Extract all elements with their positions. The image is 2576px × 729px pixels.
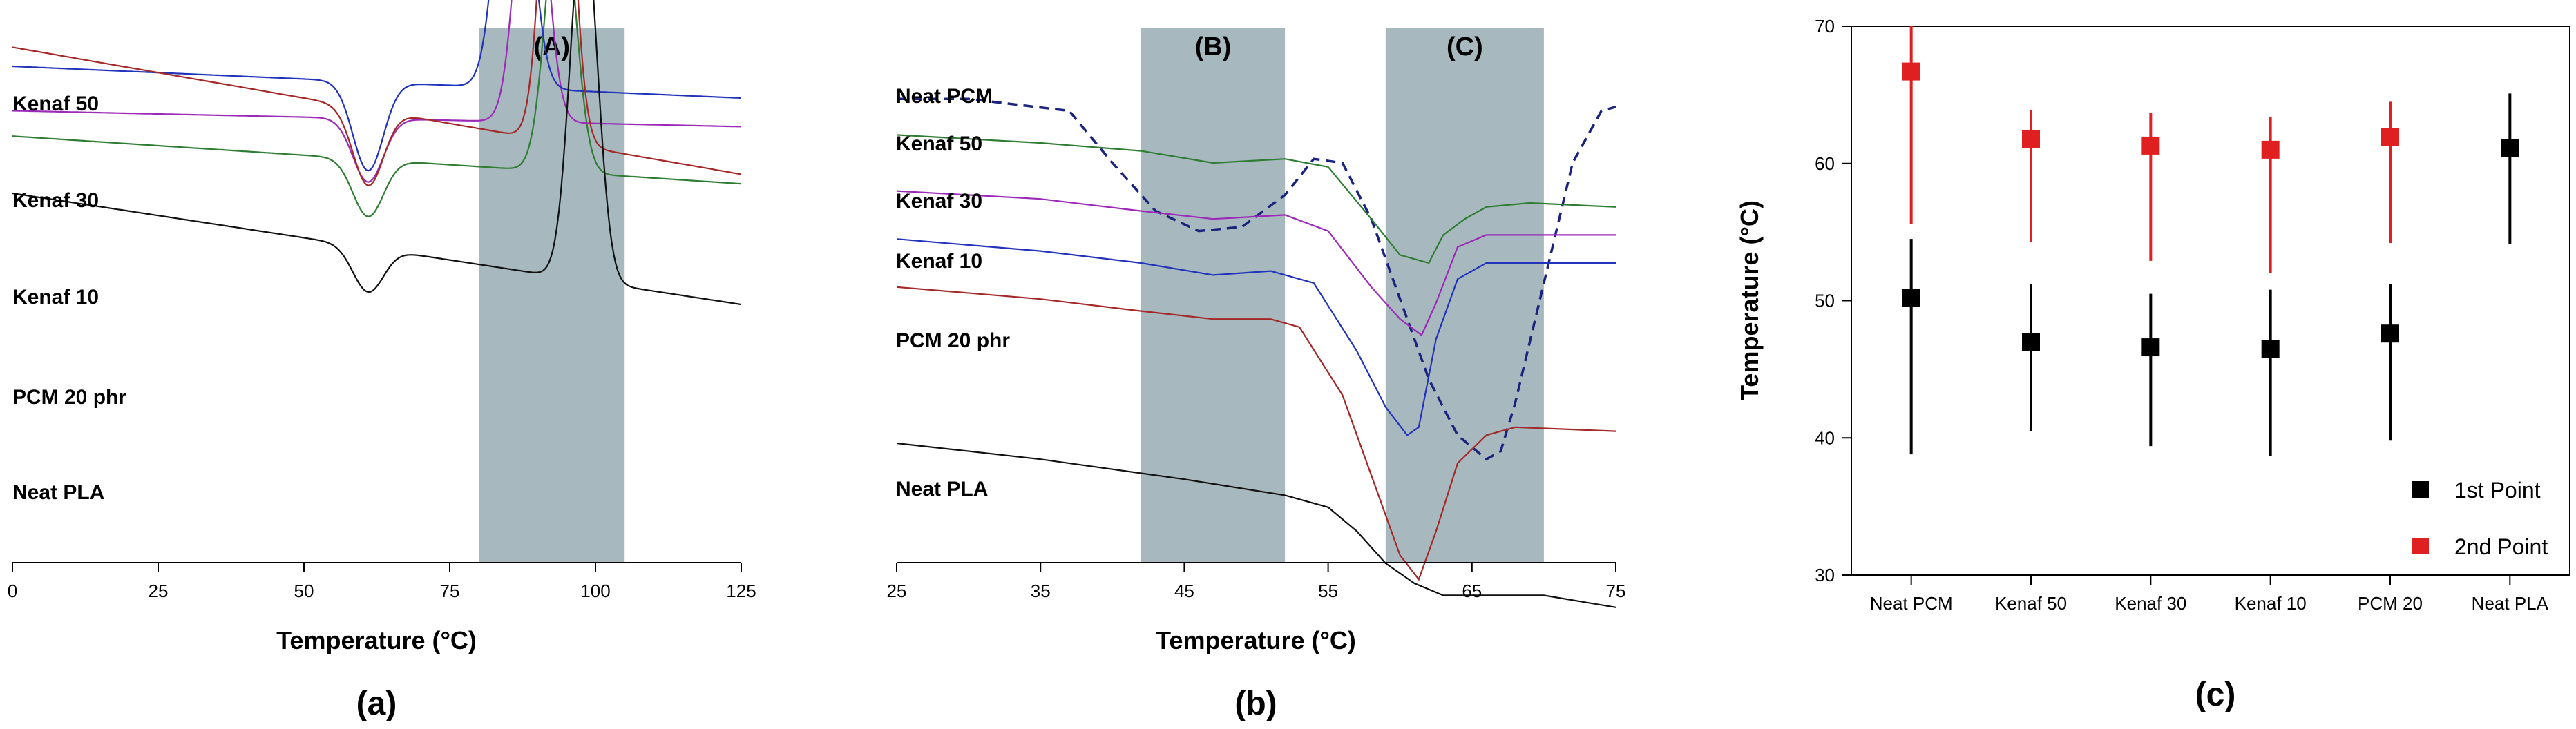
panel-c-1st-point-neat-pcm-marker bbox=[1902, 289, 1920, 307]
panel-c-x-tick-label-kenaf-30: Kenaf 30 bbox=[2115, 593, 2186, 614]
panel-b-x-axis-title: Temperature (°C) bbox=[1156, 626, 1356, 654]
panel-c-x-tick-label-neat-pcm: Neat PCM bbox=[1870, 593, 1953, 614]
panel-c-y-axis-title: Temperature (°C) bbox=[1735, 200, 1764, 400]
panel-c-caption: (c) bbox=[2195, 677, 2236, 713]
panel-c-x-tick-label-kenaf-10: Kenaf 10 bbox=[2235, 593, 2307, 614]
panel-b-x-tick-label-25: 25 bbox=[887, 581, 907, 601]
panel-a-label-kenaf-10: Kenaf 10 bbox=[12, 286, 99, 309]
panel-a-curve-kenaf-50 bbox=[12, 0, 742, 217]
panel-c-x-tick-label-kenaf-50: Kenaf 50 bbox=[1995, 593, 2067, 614]
panel-b-curve-kenaf-50 bbox=[896, 134, 1616, 264]
panel-a-curve-kenaf-10 bbox=[12, 0, 742, 172]
panel-a-label-neat-pla: Neat PLA bbox=[12, 481, 104, 504]
panel-b-label-kenaf-50: Kenaf 50 bbox=[896, 133, 982, 155]
panel-c-1st-point-kenaf-50-marker bbox=[2022, 333, 2040, 351]
panel-b-curve-kenaf-30 bbox=[896, 190, 1616, 337]
panel-c-y-tick-label-60: 60 bbox=[1815, 153, 1835, 174]
panel-c-y-tick-label-30: 30 bbox=[1815, 565, 1835, 585]
legend-label-2nd-point: 2nd Point bbox=[2454, 534, 2548, 559]
legend-label-1st-point: 1st Point bbox=[2454, 478, 2541, 503]
panel-c-y-tick-label-70: 70 bbox=[1815, 16, 1835, 37]
panel-c-2nd-point-pcm-20-marker bbox=[2381, 128, 2399, 146]
panel-c: 30 40 50 60 70 Neat PCM Kenaf 50 Kenaf 30 Kenaf… bbox=[1735, 16, 2570, 713]
panel-c-2nd-point-kenaf-10-marker bbox=[2261, 140, 2280, 159]
panel-b-caption: (b) bbox=[1234, 686, 1277, 722]
panel-b-x-tick-label-65: 65 bbox=[1462, 581, 1482, 601]
panel-a-caption: (a) bbox=[356, 686, 397, 722]
panel-b-x-tick-label-75: 75 bbox=[1606, 581, 1626, 601]
panel-b-region-label-c: (C) bbox=[1447, 32, 1483, 61]
panel-a-x-tick-label-0: 0 bbox=[8, 581, 17, 601]
panel-a-label-kenaf-30: Kenaf 30 bbox=[12, 189, 99, 212]
panel-c-legend: 1st Point 2nd Point bbox=[2412, 478, 2548, 559]
panel-c-1st-point-kenaf-30-marker bbox=[2141, 338, 2160, 357]
panel-b-curve-neat-pla bbox=[896, 442, 1616, 608]
panel-a-curve-neat-pla bbox=[12, 0, 742, 306]
panel-b-label-kenaf-10: Kenaf 10 bbox=[896, 250, 982, 273]
panel-c-1st-point-kenaf-10-marker bbox=[2261, 340, 2280, 358]
panel-a-curve-kenaf-30 bbox=[12, 0, 742, 183]
panel-c-y-tick-label-50: 50 bbox=[1815, 291, 1835, 311]
panel-c-2nd-point-kenaf-50-marker bbox=[2022, 129, 2040, 148]
panel-b-region-b bbox=[1141, 28, 1286, 563]
panel-b-label-neat-pcm: Neat PCM bbox=[896, 85, 993, 108]
panel-c-1st-point-neat-pla-marker bbox=[2501, 139, 2519, 157]
panel-b: (B) (C) 25 35 45 55 65 75 Neat PCM Kenaf 50 Ke… bbox=[887, 28, 1626, 722]
panel-b-label-pcm-20: PCM 20 phr bbox=[896, 329, 1010, 352]
panel-a-x-tick-label-125: 125 bbox=[726, 581, 756, 601]
legend-swatch-1st-point bbox=[2412, 481, 2429, 498]
panel-b-curve-kenaf-10 bbox=[896, 238, 1616, 436]
panel-a-region-a bbox=[479, 28, 625, 563]
panel-b-x-tick-label-45: 45 bbox=[1174, 581, 1194, 601]
panel-a-x-tick-label-25: 25 bbox=[149, 581, 169, 601]
panel-c-x-tick-label-neat-pla: Neat PLA bbox=[2472, 593, 2549, 614]
panel-c-y-tick-label-40: 40 bbox=[1815, 427, 1835, 448]
panel-a-curve-pcm-20-phr bbox=[12, 0, 742, 186]
panel-a: (A) 0 25 50 75 100 125 Kenaf 50 Kenaf 30 Kena… bbox=[8, 0, 756, 722]
panel-b-x-tick-label-35: 35 bbox=[1031, 581, 1051, 601]
panel-a-region-label-a: (A) bbox=[533, 32, 570, 61]
panel-b-region-label-b: (B) bbox=[1195, 32, 1232, 61]
panel-c-2nd-point-neat-pcm-marker bbox=[1902, 62, 1920, 81]
panel-a-label-kenaf-50: Kenaf 50 bbox=[12, 93, 99, 115]
panel-b-x-tick-label-55: 55 bbox=[1318, 581, 1338, 601]
panel-a-x-tick-label-100: 100 bbox=[580, 581, 610, 601]
panel-c-x-tick-label-pcm-20: PCM 20 bbox=[2358, 593, 2423, 614]
panel-b-curve-pcm-20-phr bbox=[896, 286, 1616, 581]
panel-b-label-kenaf-30: Kenaf 30 bbox=[896, 190, 982, 213]
legend-swatch-2nd-point bbox=[2412, 538, 2429, 554]
panel-a-x-tick-label-50: 50 bbox=[294, 581, 314, 601]
panel-a-x-axis-title: Temperature (°C) bbox=[276, 626, 477, 654]
panel-a-x-tick-label-75: 75 bbox=[440, 581, 460, 601]
panel-c-1st-point-pcm-20-marker bbox=[2381, 324, 2399, 343]
panel-b-label-neat-pla: Neat PLA bbox=[896, 478, 988, 500]
panel-c-2nd-point-kenaf-30-marker bbox=[2141, 136, 2160, 155]
panel-a-label-pcm-20: PCM 20 phr bbox=[12, 386, 126, 409]
panel-b-region-c bbox=[1385, 28, 1544, 563]
